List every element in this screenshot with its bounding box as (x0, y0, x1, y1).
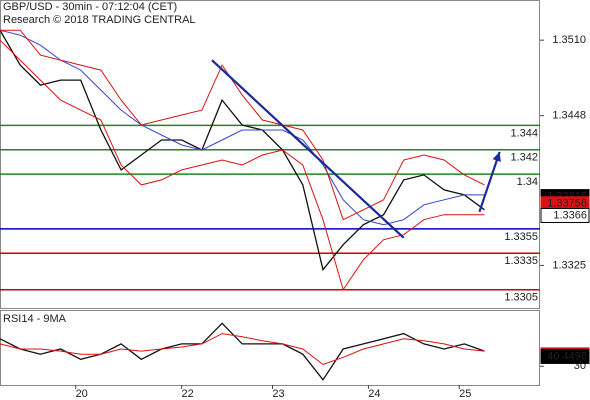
y-tick-label: 1.3325 (552, 259, 586, 271)
x-tick-label: 22 (182, 388, 194, 400)
chart-subtitle: Research © 2018 TRADING CENTRAL (3, 14, 196, 26)
level-label: 1.34 (517, 176, 538, 188)
arrow (478, 151, 501, 213)
series-line (0, 39, 485, 291)
plot-frame (0, 0, 540, 309)
series-line (0, 29, 485, 221)
plot-frame (0, 310, 540, 386)
y-tick-label: 1.3448 (552, 110, 586, 122)
level-label: 1.3305 (504, 292, 538, 304)
rsi-title: RSI14 - 9MA (3, 313, 67, 325)
level-label: 1.344 (510, 127, 538, 139)
level-label: 1.3355 (504, 231, 538, 243)
price-label: 40.4498 (547, 350, 587, 362)
series-line (0, 29, 485, 226)
chart-title: GBP/USD - 30min - 07:12:04 (CET) (3, 1, 177, 13)
price-label-box (540, 348, 590, 364)
level-label: 1.342 (510, 152, 538, 164)
series-line (0, 322, 485, 381)
x-tick-label: 20 (76, 388, 88, 400)
level-label: 1.3335 (504, 255, 538, 267)
arrow-head (492, 151, 501, 162)
price-label-box (540, 207, 590, 223)
x-tick-label: 25 (459, 388, 471, 400)
series-line (0, 29, 485, 272)
x-tick-label: 23 (272, 388, 284, 400)
y-tick-label: 1.3510 (552, 34, 586, 46)
price-label: 1.3366 (553, 209, 587, 221)
series-line (0, 333, 485, 366)
trendline (211, 59, 405, 239)
price-label: 1.33756 (547, 198, 587, 210)
x-tick-label: 24 (368, 388, 380, 400)
